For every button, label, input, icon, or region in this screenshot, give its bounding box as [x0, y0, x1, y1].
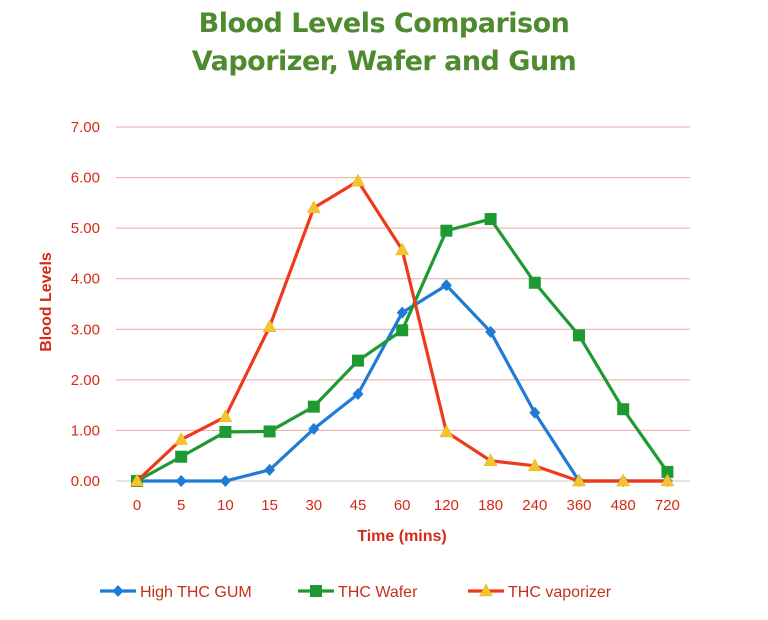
data-point — [528, 276, 541, 289]
data-point — [396, 324, 409, 337]
x-tick-label: 15 — [261, 497, 278, 514]
data-point — [219, 475, 231, 487]
data-point — [395, 242, 410, 256]
y-tick-label: 1.00 — [71, 422, 100, 439]
data-point — [661, 465, 674, 478]
chart-title-line1: Blood Levels Comparison — [198, 8, 570, 39]
x-tick-label: 60 — [394, 497, 411, 514]
data-point — [485, 325, 497, 338]
series-line — [136, 217, 669, 483]
series-square — [131, 213, 674, 487]
legend-marker — [310, 585, 322, 597]
y-axis-label: Blood Levels — [38, 252, 55, 352]
y-tick-label: 7.00 — [71, 119, 100, 136]
data-point — [572, 473, 586, 487]
x-tick-label: 45 — [350, 497, 367, 514]
data-point — [219, 425, 232, 438]
legend-marker — [112, 585, 124, 597]
x-axis-label: Time (mins) — [357, 528, 447, 545]
x-tick-label: 240 — [522, 497, 547, 514]
x-tick-label: 0 — [133, 497, 141, 514]
x-tick-label: 30 — [305, 497, 322, 514]
data-point — [527, 458, 542, 472]
y-tick-label: 0.00 — [71, 473, 100, 490]
y-tick-label: 3.00 — [71, 321, 100, 338]
series-diamond — [131, 279, 673, 487]
y-axis-ticks: 0.00 1.00 2.00 3.00 4.00 5.00 6.00 7.00 — [71, 119, 100, 490]
data-point — [174, 432, 189, 445]
legend: High THC GUM THC Wafer THC vaporizer — [100, 583, 612, 601]
y-tick-label: 6.00 — [71, 170, 100, 187]
data-point — [484, 213, 497, 226]
legend-item: THC Wafer — [298, 584, 418, 601]
x-tick-label: 120 — [434, 497, 459, 514]
data-point — [264, 463, 276, 476]
data-point — [440, 224, 453, 237]
data-point — [529, 406, 541, 419]
data-point — [218, 409, 233, 423]
data-point — [175, 450, 188, 463]
data-point — [439, 424, 454, 438]
data-point — [308, 422, 320, 435]
y-tick-label: 2.00 — [71, 372, 100, 389]
data-point — [263, 425, 276, 438]
y-tick-label: 5.00 — [71, 220, 100, 237]
x-tick-label: 720 — [655, 497, 680, 514]
data-point — [352, 354, 364, 367]
data-point — [440, 279, 452, 292]
data-point — [307, 400, 320, 413]
x-tick-label: 360 — [566, 497, 591, 514]
series-triangle — [130, 173, 675, 487]
gridlines — [116, 126, 690, 482]
x-tick-label: 10 — [217, 497, 234, 514]
data-point — [130, 473, 144, 487]
x-axis-ticks: 0 5 10 15 30 45 60 120 180 240 360 480 720 — [133, 497, 680, 514]
x-tick-label: 480 — [611, 497, 636, 514]
series-group — [130, 173, 675, 487]
legend-item: High THC GUM — [100, 584, 252, 601]
data-point — [175, 475, 187, 487]
data-point — [351, 173, 365, 187]
data-point — [306, 200, 321, 214]
data-point — [352, 388, 364, 401]
data-point — [660, 473, 675, 487]
y-tick-label: 4.00 — [71, 271, 100, 288]
data-point — [617, 403, 630, 416]
data-point — [262, 319, 277, 333]
data-point — [483, 453, 498, 467]
legend-label: High THC GUM — [140, 584, 252, 601]
data-point — [573, 329, 585, 342]
legend-label: THC vaporizer — [508, 584, 612, 601]
data-point — [616, 473, 631, 487]
legend-marker — [479, 583, 493, 597]
x-tick-label: 180 — [478, 497, 503, 514]
x-tick-label: 5 — [177, 497, 185, 514]
legend-label: THC Wafer — [338, 584, 418, 601]
data-point — [396, 306, 408, 319]
legend-item: THC vaporizer — [468, 583, 612, 601]
chart-title-line2: Vaporizer, Wafer and Gum — [191, 46, 577, 77]
